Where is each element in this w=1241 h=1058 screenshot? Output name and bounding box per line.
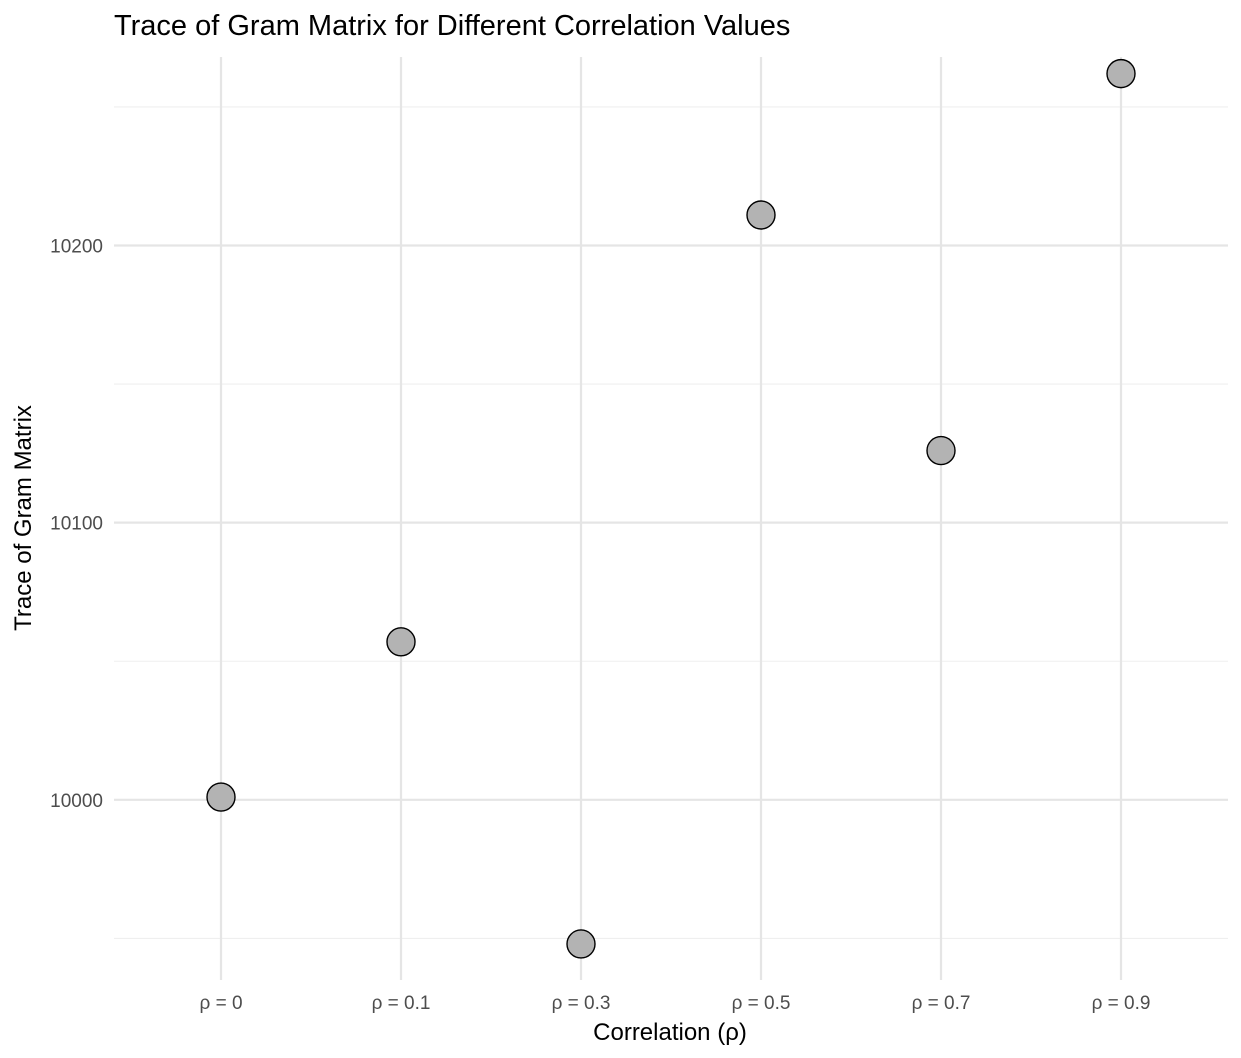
data-points (206, 58, 1136, 959)
x-axis-tick-labels: ρ = 0 ρ = 0.1 ρ = 0.3 ρ = 0.5 ρ = 0.7 ρ = 0.9 (199, 993, 1150, 1014)
data-point (746, 200, 776, 230)
chart-title: Trace of Gram Matrix for Different Corre… (114, 10, 790, 42)
x-tick-label: ρ = 0.5 (732, 993, 791, 1014)
y-tick-label: 10100 (50, 514, 103, 535)
x-tick-label: ρ = 0 (199, 993, 242, 1014)
x-tick-label: ρ = 0.9 (1092, 993, 1151, 1014)
y-tick-label: 10000 (50, 791, 103, 812)
x-tick-label: ρ = 0.7 (912, 993, 971, 1014)
data-point (1106, 58, 1136, 89)
x-tick-label: ρ = 0.3 (552, 993, 611, 1014)
y-tick-label: 10200 (50, 236, 103, 257)
y-axis-title: Trace of Gram Matrix (10, 405, 37, 631)
data-point (926, 435, 956, 466)
data-point (206, 782, 236, 812)
data-point (566, 929, 596, 959)
data-point (386, 627, 416, 657)
x-tick-label: ρ = 0.1 (372, 993, 431, 1014)
grid-lines (114, 57, 1228, 980)
x-axis-title: Correlation (ρ) (593, 1019, 747, 1046)
y-axis-tick-labels: 10000 10100 10200 (50, 236, 103, 811)
